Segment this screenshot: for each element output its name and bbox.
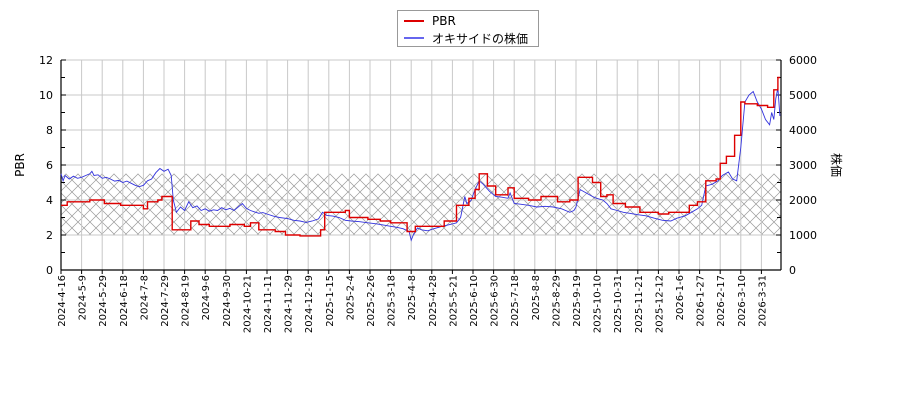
price-line — [60, 87, 781, 242]
x-tick-label: 2024-4-16 — [57, 275, 68, 327]
x-tick-label: 2024-11-11 — [263, 275, 274, 333]
left-tick-label: 10 — [39, 89, 53, 102]
x-tick-label: 2026-1-6 — [675, 275, 686, 320]
pbr-line-swatch-icon — [404, 20, 424, 22]
x-tick-label: 2025-6-10 — [469, 275, 480, 327]
x-tick-label: 2026-1-27 — [696, 275, 707, 327]
data-series — [60, 76, 781, 242]
axes — [60, 59, 782, 274]
left-tick-label: 12 — [39, 54, 53, 67]
right-tick-label: 0 — [789, 264, 796, 277]
x-tick-label: 2025-2-4 — [345, 275, 356, 320]
legend-label-pbr: PBR — [432, 14, 456, 28]
x-tick-label: 2025-8-29 — [551, 275, 562, 327]
left-tick-label: 8 — [46, 124, 53, 137]
right-tick-label: 4000 — [789, 124, 817, 137]
x-tick-label: 2026-3-10 — [737, 275, 748, 327]
x-tick-label: 2024-9-6 — [201, 275, 212, 320]
x-tick-label: 2024-9-30 — [222, 275, 233, 327]
legend-item-pbr: PBR — [404, 13, 456, 29]
x-tick-label: 2025-10-31 — [613, 275, 624, 333]
right-tick-label: 6000 — [789, 54, 817, 67]
x-tick-label: 2026-2-17 — [716, 275, 727, 327]
x-tick-label: 2024-12-19 — [304, 275, 315, 333]
x-tick-label: 2025-9-19 — [572, 275, 583, 327]
x-tick-label: 2024-5-9 — [78, 275, 89, 320]
pbr-range-band — [61, 173, 781, 235]
left-tick-label: 6 — [46, 159, 53, 172]
legend-label-price: オキサイドの株価 — [432, 31, 529, 46]
x-tick-label: 2025-8-8 — [531, 275, 542, 320]
x-tick-label: 2025-2-26 — [366, 275, 377, 327]
x-tick-label: 2024-10-21 — [242, 275, 253, 333]
x-tick-label: 2025-3-18 — [387, 275, 398, 327]
x-tick-label: 2025-5-21 — [448, 275, 459, 327]
x-tick-label: 2024-8-19 — [181, 275, 192, 327]
axis-labels: 0 2 4 6 8 10 12 0 1000 2000 3000 4000 5000 6000 2024-4… — [13, 54, 844, 333]
x-tick-label: 2025-4-28 — [428, 275, 439, 327]
price-line-swatch-icon — [404, 37, 424, 39]
legend-item-price: オキサイドの株価 — [404, 30, 528, 46]
left-tick-label: 2 — [46, 229, 53, 242]
x-tick-label: 2025-11-21 — [634, 275, 645, 333]
x-tick-label: 2024-11-29 — [284, 275, 295, 333]
left-tick-label: 0 — [46, 264, 53, 277]
x-tick-label: 2024-5-29 — [98, 275, 109, 327]
x-tick-label: 2024-7-29 — [160, 275, 171, 327]
x-tick-label: 2024-6-18 — [119, 275, 130, 327]
pbr-line — [61, 76, 780, 237]
left-axis-title: PBR — [13, 153, 27, 177]
hatched-band — [61, 173, 781, 235]
x-tick-label: 2025-1-15 — [325, 275, 336, 327]
right-tick-label: 1000 — [789, 229, 817, 242]
x-tick-label: 2025-12-12 — [654, 275, 665, 333]
right-tick-label: 2000 — [789, 194, 817, 207]
x-tick-label: 2025-7-18 — [510, 275, 521, 327]
legend: PBR オキサイドの株価 — [397, 10, 539, 47]
x-tick-label: 2025-10-10 — [593, 275, 604, 333]
left-tick-label: 4 — [46, 194, 53, 207]
x-tick-label: 2024-7-8 — [139, 275, 150, 320]
x-tick-label: 2025-4-8 — [407, 275, 418, 320]
x-tick-label: 2026-3-31 — [757, 275, 768, 327]
right-tick-label: 3000 — [789, 159, 817, 172]
right-axis-title: 株価 — [829, 153, 844, 177]
x-tick-label: 2025-6-30 — [490, 275, 501, 327]
right-tick-label: 5000 — [789, 89, 817, 102]
grid-lines — [60, 59, 781, 271]
